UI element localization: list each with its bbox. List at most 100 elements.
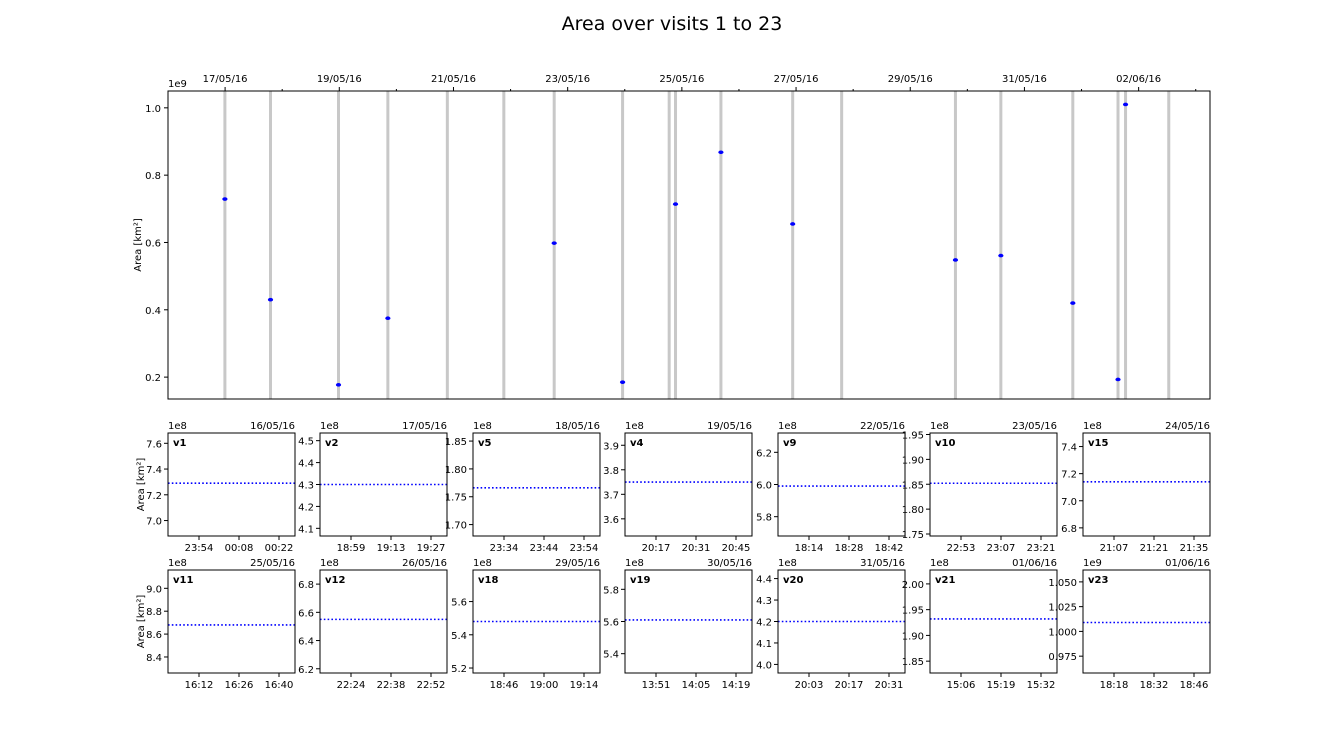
- y-tick-label: 0.8: [145, 171, 161, 182]
- visit-band: [223, 91, 227, 399]
- x-tick-label: 27/05/16: [774, 74, 819, 85]
- x-tick-label: 31/05/16: [1002, 74, 1047, 85]
- y-tick-label: 0.6: [145, 238, 161, 249]
- y-tick-label: 1.95: [902, 430, 924, 441]
- data-point: [222, 197, 228, 201]
- y-tick-label: 6.2: [756, 448, 772, 459]
- y-tick-label: 7.0: [1061, 497, 1077, 508]
- x-tick-label: 20:17: [642, 543, 671, 554]
- y-tick-label: 4.3: [756, 596, 772, 607]
- panel-frame: [319, 569, 448, 674]
- x-tick-label: 17/05/16: [203, 74, 248, 85]
- y-offset-label: 1e9: [168, 79, 187, 90]
- y-tick-label: 4.2: [298, 502, 314, 513]
- y-tick-label: 4.3: [298, 481, 314, 492]
- x-tick-label: 23:21: [1027, 543, 1056, 554]
- y-tick-label: 4.5: [298, 437, 314, 448]
- panel-date: 31/05/16: [860, 558, 905, 569]
- x-tick-label: 16:40: [265, 680, 294, 691]
- data-point: [1122, 102, 1129, 107]
- y-tick-label: 0.4: [145, 306, 161, 317]
- panel-multiplier: 1e8: [320, 421, 339, 432]
- x-tick-label: 23:54: [185, 543, 214, 554]
- y-tick-label: 7.2: [146, 491, 162, 502]
- panel-label: v4: [630, 438, 644, 449]
- x-tick-label: 18:46: [1180, 680, 1209, 691]
- panel-frame: [472, 569, 601, 674]
- y-tick-label: 3.6: [603, 515, 619, 526]
- y-tick-label: 1.000: [1048, 627, 1077, 638]
- panel-label: v5: [478, 438, 492, 449]
- x-tick-label: 14:05: [682, 680, 711, 691]
- x-tick-label: 23:34: [490, 543, 519, 554]
- panel-date: 01/06/16: [1012, 558, 1057, 569]
- visit-band: [840, 91, 844, 399]
- zoom-panel-v12: v12 26/05/16 1e8 6.2 6.4 6.6 6.8 22:24 22:38 22:5…: [298, 558, 448, 691]
- zoom-panel-v1: v1 16/05/16 1e8 7.0 7.2 7.4 7.6 23:54 00:08 00:22…: [136, 421, 296, 554]
- y-tick-label: 1.85: [445, 437, 467, 448]
- x-tick-label: 21:07: [1100, 543, 1129, 554]
- x-tick-label: 23/05/16: [545, 74, 590, 85]
- x-tick-label: 20:45: [722, 543, 751, 554]
- panel-frame: [1082, 432, 1211, 537]
- panel-multiplier: 1e8: [778, 558, 797, 569]
- zoom-panel-v5: v5 18/05/16 1e8 1.70 1.75 1.80 1.85 23:34 23:44 2…: [445, 421, 601, 554]
- panel-date: 18/05/16: [555, 421, 600, 432]
- panel-date: 01/06/16: [1165, 558, 1210, 569]
- panel-label: v10: [935, 438, 955, 449]
- zoom-panel-v18: v18 29/05/16 1e8 5.2 5.4 5.6 18:46 19:00 19:14: [451, 558, 601, 691]
- zoom-panel-v11: v11 25/05/16 1e8 8.4 8.6 8.8 9.0 16:12 16:26 16:4…: [136, 558, 296, 691]
- data-point: [998, 253, 1004, 258]
- panel-multiplier: 1e8: [625, 558, 644, 569]
- x-tick-label: 20:31: [875, 680, 904, 691]
- data-point: [385, 316, 391, 321]
- zoom-panel-v19: v19 30/05/16 1e8 5.4 5.6 5.8 13:51 14:05 14:19: [603, 558, 753, 691]
- y-tick-label: 3.7: [603, 490, 619, 501]
- x-tick-label: 18:14: [795, 543, 824, 554]
- x-tick-label: 18:59: [337, 543, 366, 554]
- panel-multiplier: 1e9: [1083, 558, 1102, 569]
- panel-date: 30/05/16: [707, 558, 752, 569]
- panel-label: v11: [173, 575, 193, 586]
- panel-label: v23: [1088, 575, 1108, 586]
- panel-label: v12: [325, 575, 345, 586]
- x-tick-label: 19/05/16: [317, 74, 362, 85]
- panel-date: 23/05/16: [1012, 421, 1057, 432]
- y-tick-label: 6.8: [298, 580, 314, 591]
- x-tick-label: 23:54: [570, 543, 599, 554]
- data-point: [267, 297, 274, 302]
- panel-label: v18: [478, 575, 498, 586]
- visit-band: [791, 91, 795, 399]
- y-axis-label: Area [km²]: [136, 595, 147, 649]
- visit-band: [674, 91, 678, 399]
- y-tick-label: 8.6: [146, 630, 162, 641]
- zoom-panel-v20: v20 31/05/16 1e8 4.0 4.1 4.2 4.3 4.4 20:03 20:17 2…: [756, 558, 906, 691]
- y-tick-label: 7.4: [146, 465, 162, 476]
- y-tick-label: 4.1: [756, 639, 772, 650]
- y-tick-label: 3.8: [603, 466, 619, 477]
- visit-band: [1124, 91, 1128, 399]
- panel-label: v2: [325, 438, 339, 449]
- y-tick-label: 5.8: [756, 513, 772, 524]
- y-tick-label: 8.4: [146, 653, 162, 664]
- data-point: [790, 222, 796, 226]
- panel-multiplier: 1e8: [473, 558, 492, 569]
- x-tick-label: 18:28: [835, 543, 864, 554]
- y-tick-label: 2.00: [902, 580, 924, 591]
- y-tick-label: 1.75: [445, 493, 467, 504]
- zoom-panel-v23: v23 01/06/16 1e9 0.975 1.000 1.025 1.050 18:18 1…: [1048, 558, 1211, 691]
- y-tick-label: 1.95: [902, 606, 924, 617]
- x-tick-label: 23:44: [530, 543, 559, 554]
- x-tick-label: 18:32: [1140, 680, 1169, 691]
- y-tick-label: 1.0: [145, 104, 161, 115]
- zoom-panel-v21: v21 01/06/16 1e8 1.85 1.90 1.95 2.00 15:06 15:19…: [902, 558, 1058, 691]
- panel-multiplier: 1e8: [168, 421, 187, 432]
- y-tick-label: 4.4: [756, 575, 772, 586]
- y-tick-label: 1.75: [902, 530, 924, 541]
- data-point: [1070, 301, 1076, 305]
- figure-title: Area over visits 1 to 23: [562, 13, 783, 35]
- panel-frame: [1082, 569, 1211, 674]
- panel-date: 17/05/16: [402, 421, 447, 432]
- panel-date: 22/05/16: [860, 421, 905, 432]
